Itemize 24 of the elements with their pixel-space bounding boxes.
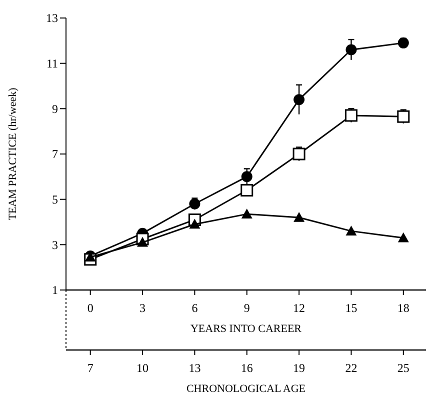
x2-tick-label: 10 bbox=[136, 361, 149, 375]
y-tick-label: 9 bbox=[52, 102, 58, 116]
y-tick-label: 7 bbox=[52, 147, 58, 162]
x-tick-label: 12 bbox=[293, 301, 306, 315]
y-tick-label: 13 bbox=[46, 11, 58, 26]
x-tick-label: 6 bbox=[192, 301, 198, 315]
y-tick-label: 11 bbox=[46, 56, 58, 71]
y-axis-title: TEAM PRACTICE (hr/week) bbox=[7, 87, 19, 220]
x2-tick-label: 7 bbox=[87, 361, 94, 375]
x2-tick-label: 13 bbox=[188, 361, 201, 375]
x2-tick-label: 25 bbox=[397, 361, 410, 375]
x2-tick-label: 22 bbox=[345, 361, 358, 375]
x2-tick-label: 19 bbox=[293, 361, 306, 375]
x-tick-label: 18 bbox=[397, 301, 410, 315]
y-tick-label: 3 bbox=[52, 238, 58, 252]
x-tick-label: 15 bbox=[345, 301, 358, 315]
x-tick-label: 9 bbox=[244, 301, 250, 315]
x2-tick-label: 16 bbox=[240, 361, 253, 375]
x-axis-title: YEARS INTO CAREER bbox=[190, 323, 302, 335]
x-tick-label: 3 bbox=[140, 301, 146, 315]
x-tick-label: 0 bbox=[87, 301, 94, 315]
y-tick-label: 5 bbox=[52, 192, 58, 207]
x2-axis-title: CHRONOLOGICAL AGE bbox=[186, 383, 306, 395]
y-tick-label: 1 bbox=[52, 283, 58, 298]
